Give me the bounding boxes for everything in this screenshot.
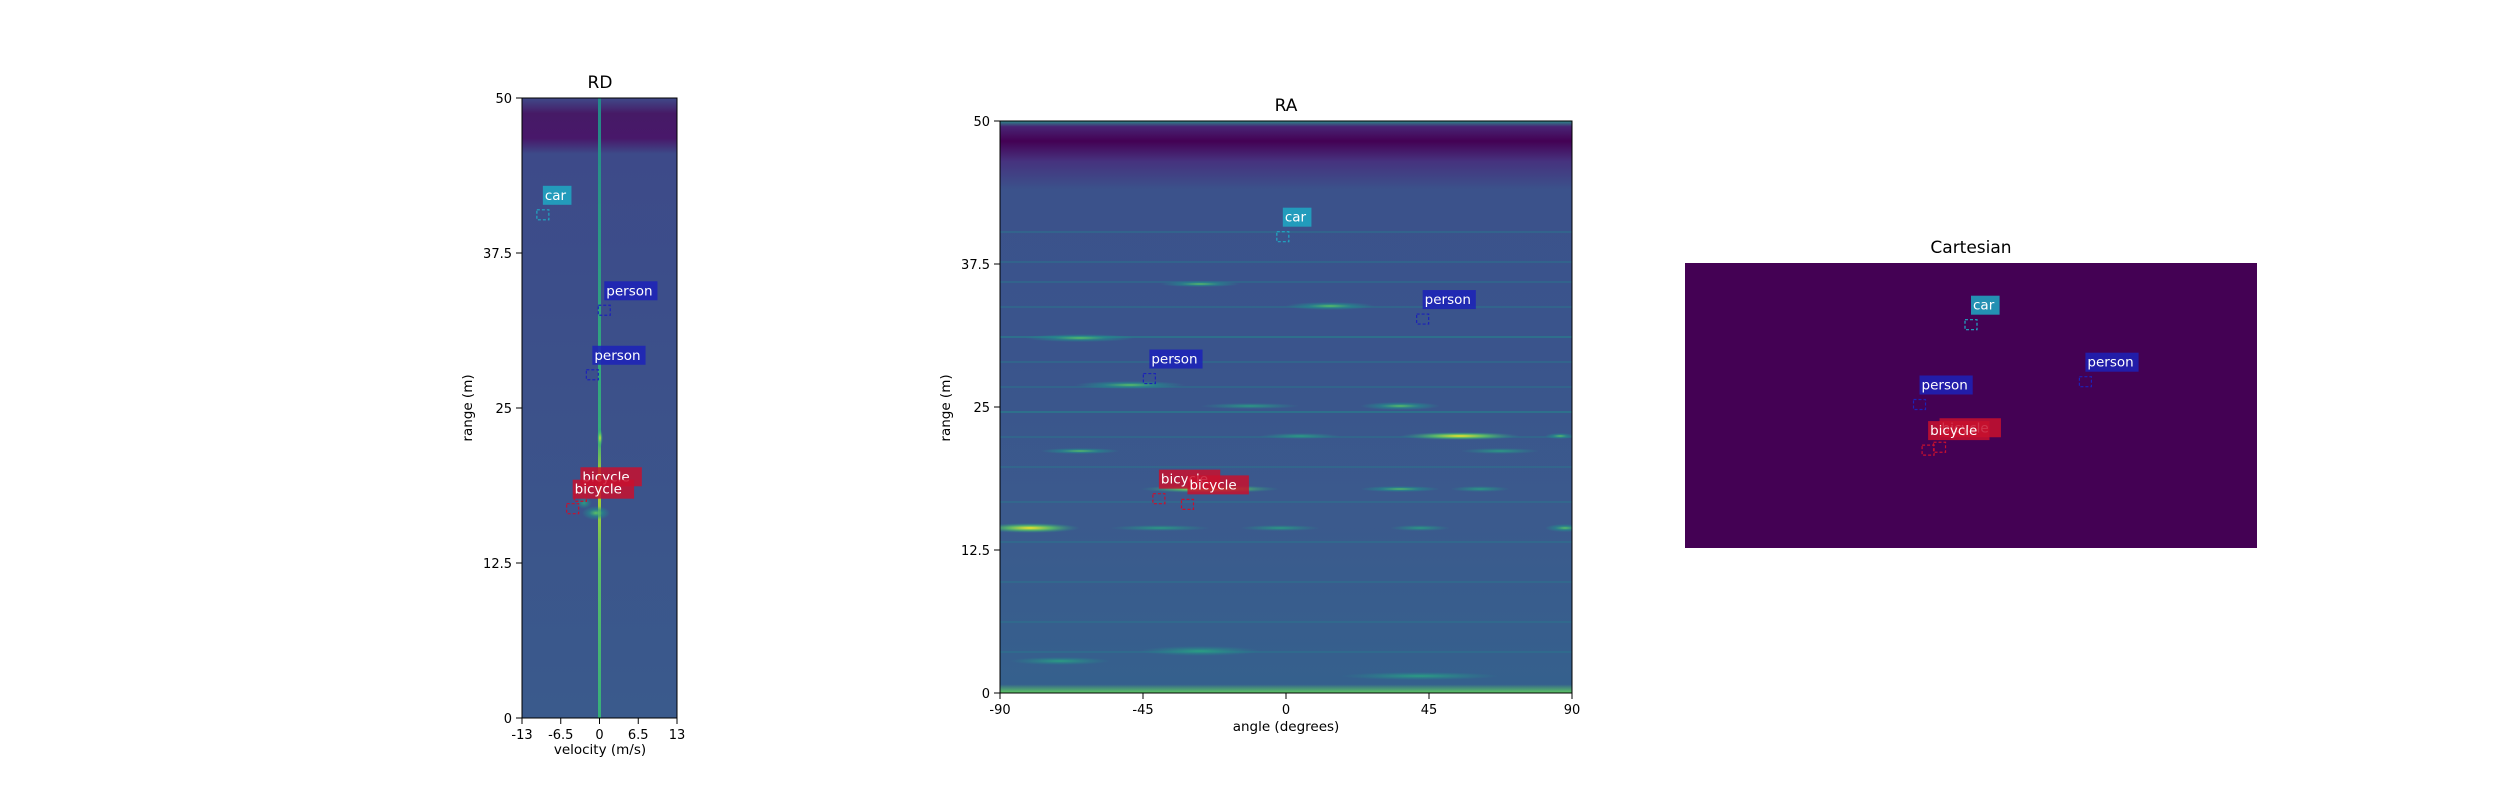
ra-ylabel: range (m) (938, 374, 954, 441)
ra-axes: -90 -45 0 45 90 0 12.5 25 37.5 50 (961, 115, 1580, 718)
detection-label: car (545, 188, 567, 204)
detection-label: car (1973, 298, 1995, 314)
y-tick-label: 37.5 (483, 247, 512, 262)
x-tick-label: 6.5 (628, 728, 649, 743)
y-tick-label: 50 (973, 115, 990, 130)
detection-label-bg (1971, 295, 2000, 315)
detection-box (1932, 441, 1947, 453)
detection-label-bg (1919, 375, 1973, 395)
x-tick-label: -90 (989, 703, 1010, 718)
detection-label-bg (1422, 290, 1476, 310)
rd-xlabel: velocity (m/s) (554, 742, 646, 758)
detection-box (1964, 319, 1978, 331)
detection-label: person (1425, 292, 1471, 308)
detection-person: person (2078, 352, 2139, 388)
detection-label: person (2087, 355, 2133, 371)
x-tick-label: -6.5 (548, 728, 573, 743)
cartesian-title: Cartesian (1930, 238, 2011, 258)
detection-person: person (585, 345, 646, 381)
detection-label-bg (604, 281, 658, 301)
detection-label-bg (1282, 207, 1312, 227)
detection-label: person (1151, 352, 1197, 368)
detection-car: car (1964, 295, 2000, 331)
ra-title: RA (1275, 96, 1298, 116)
x-tick-label: -45 (1132, 703, 1153, 718)
detection-label: bicycle (575, 482, 622, 498)
detection-box (1180, 498, 1195, 510)
detection-label-bg (1187, 475, 1249, 495)
detection-label-bg (572, 479, 635, 499)
y-tick-label: 37.5 (961, 258, 990, 273)
detection-label-bg (1149, 349, 1203, 369)
detection-label: bicycle (1189, 477, 1236, 493)
detection-bicycle: bicycle (1921, 421, 1990, 456)
ra-xlabel: angle (degrees) (1233, 719, 1340, 735)
rd-title: RD (588, 73, 613, 93)
rd-ylabel: range (m) (460, 374, 476, 441)
detection-box (1142, 372, 1156, 385)
y-tick-label: 25 (495, 402, 512, 417)
detection-box (1152, 493, 1166, 505)
y-tick-label: 50 (495, 92, 512, 107)
detection-label: bicycle (1930, 423, 1977, 439)
detection-label: person (1922, 378, 1968, 394)
detection-label-bg (1928, 421, 1990, 441)
y-tick-label: 12.5 (483, 557, 512, 572)
x-tick-label: 0 (1282, 703, 1290, 718)
detection-person: person (1912, 375, 1973, 411)
detection-box (1912, 398, 1927, 411)
detection-bicycle: bicycle (566, 479, 635, 515)
detection-car: car (1276, 207, 1312, 243)
detection-label: person (606, 283, 652, 299)
x-tick-label: 45 (1421, 703, 1438, 718)
y-tick-label: 12.5 (961, 544, 990, 559)
x-tick-label: 13 (669, 728, 686, 743)
detection-box (1276, 231, 1290, 243)
detection-label-bg (542, 185, 572, 205)
detection-person: person (1142, 349, 1203, 385)
y-tick-label: 25 (973, 401, 990, 416)
ra-heatmap (1000, 121, 1572, 693)
x-tick-label: 90 (1564, 703, 1581, 718)
x-tick-label: -13 (511, 728, 532, 743)
detection-car: car (536, 185, 572, 221)
x-tick-label: 0 (595, 728, 603, 743)
detection-label-bg (592, 345, 646, 365)
rd-axes: -13 -6.5 0 6.5 13 0 12.5 25 37.5 50 (483, 92, 685, 743)
detection-box (566, 503, 580, 515)
detection-label: person (594, 348, 640, 364)
detection-bicycle: bicycle (1180, 475, 1249, 510)
detection-label-bg (2085, 352, 2139, 372)
detection-label: car (1285, 210, 1307, 226)
y-tick-label: 0 (504, 712, 512, 727)
ra-panel: RA (938, 96, 1580, 735)
y-tick-label: 0 (982, 687, 990, 702)
detection-person: person (1416, 290, 1476, 325)
